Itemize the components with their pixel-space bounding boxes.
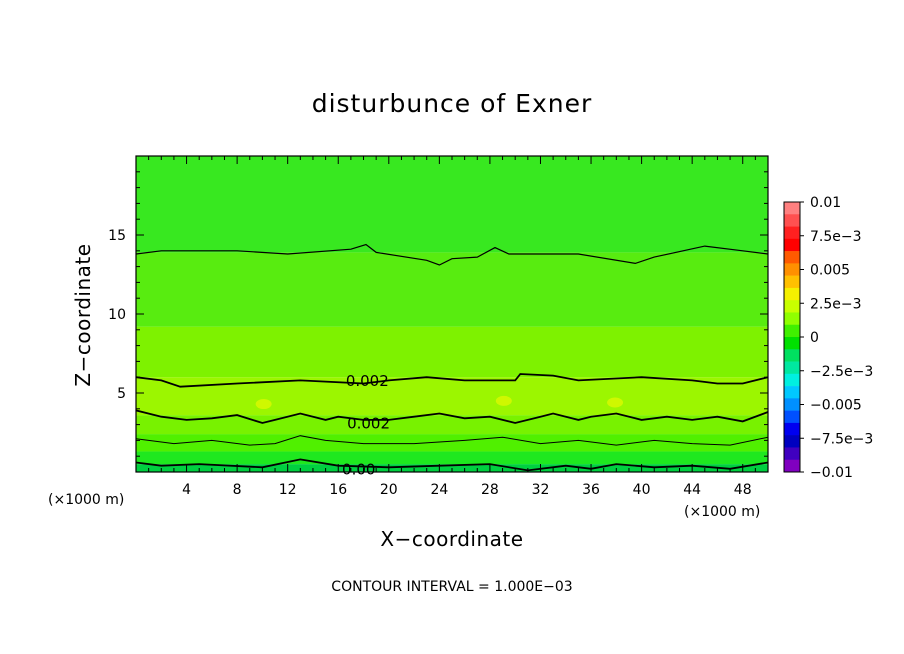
- colorbar-swatch: [784, 226, 800, 240]
- x-tick-label: 44: [683, 482, 701, 498]
- colorbar: [783, 201, 801, 473]
- contour-interval-note: CONTOUR INTERVAL = 1.000E−03: [331, 579, 572, 595]
- band-4: [136, 377, 768, 416]
- x-tick-label: 32: [532, 482, 550, 498]
- contour-z35: [136, 409, 768, 424]
- x-tick-label: 40: [633, 482, 651, 498]
- bright-spot-0: [255, 399, 272, 410]
- colorbar-label: 0.005: [810, 263, 850, 279]
- y-axis-title: Z−coordinate: [71, 243, 95, 386]
- y-tick-label: 15: [108, 228, 126, 244]
- x-tick-label: 48: [734, 482, 752, 498]
- plot-area: 0.002 0.002 0.00: [135, 155, 769, 478]
- colorbar-swatch: [784, 373, 800, 387]
- colorbar-label: −0.005: [810, 398, 862, 414]
- colorbar-swatch: [784, 202, 800, 215]
- colorbar-swatch: [784, 300, 800, 313]
- band-7: [136, 156, 768, 253]
- x-tick-label: 8: [233, 482, 242, 498]
- x-tick-label: 4: [182, 482, 191, 498]
- colorbar-label: 2.5e−3: [810, 296, 862, 312]
- x-tick-label: 36: [582, 482, 600, 498]
- colorbar-swatch: [784, 435, 800, 448]
- band-1: [136, 451, 768, 465]
- colorbar-swatch: [784, 447, 800, 461]
- colorbar-swatch: [784, 361, 800, 375]
- color-bands: [136, 156, 768, 472]
- colorbar-labels: 0.01 7.5e−3 0.005 2.5e−3 0 −2.5e−3 −0.005 −7.5e…: [800, 195, 873, 481]
- bright-spots: [255, 395, 624, 410]
- colorbar-label: 0: [810, 330, 819, 346]
- colorbar-swatch: [784, 410, 800, 424]
- band-5: [136, 326, 768, 378]
- contour-z6: [136, 373, 768, 388]
- contour-label-2: 0.00: [342, 460, 375, 478]
- y-axis-ticks: 5 10 15: [108, 155, 768, 473]
- colorbar-label: −7.5e−3: [810, 431, 873, 447]
- band-6: [136, 252, 768, 327]
- x-tick-label: 16: [329, 482, 347, 498]
- x-tick-label: 20: [380, 482, 398, 498]
- colorbar-swatch: [784, 275, 800, 289]
- colorbar-label: −2.5e−3: [810, 364, 873, 380]
- x-unit-label-right: (×1000 m): [684, 504, 760, 520]
- contour-z14: [136, 243, 768, 266]
- x-axis-ticks: 4 8 12 16 20 24 28 32 36 40 44 48: [135, 156, 769, 498]
- band-3: [136, 415, 768, 435]
- contour-label-1: 0.002: [347, 415, 390, 433]
- x-unit-label-left: (×1000 m): [48, 492, 124, 508]
- colorbar-swatch: [784, 263, 800, 276]
- bright-spot-2: [607, 397, 624, 408]
- colorbar-label: 0.01: [810, 195, 841, 211]
- colorbar-label: 7.5e−3: [810, 229, 862, 245]
- colorbar-swatch: [784, 312, 800, 326]
- colorbar-swatch: [784, 422, 800, 436]
- contour-labels: 0.002 0.002 0.00: [342, 372, 390, 478]
- x-axis-title: X−coordinate: [380, 527, 523, 551]
- x-tick-label: 24: [430, 482, 448, 498]
- x-tick-label: 28: [481, 482, 499, 498]
- contour-label-0: 0.002: [346, 372, 389, 390]
- colorbar-swatch: [784, 398, 800, 411]
- colorbar-swatch: [784, 349, 800, 362]
- y-tick-label: 5: [117, 386, 126, 402]
- band-2: [136, 434, 768, 452]
- y-tick-label: 10: [108, 307, 126, 323]
- colorbar-swatch: [784, 214, 800, 227]
- chart-title: disturbunce of Exner: [312, 89, 593, 118]
- colorbar-swatch: [784, 287, 800, 301]
- colorbar-label: −0.01: [810, 465, 853, 481]
- contour-z2: [136, 435, 768, 446]
- bright-spot-1: [495, 395, 512, 406]
- x-tick-label: 12: [279, 482, 297, 498]
- colorbar-swatch: [784, 324, 800, 338]
- colorbar-swatch: [784, 337, 800, 350]
- colorbar-swatch: [784, 251, 800, 264]
- colorbar-swatch: [784, 386, 800, 399]
- colorbar-swatch: [784, 238, 800, 252]
- colorbar-swatch: [784, 459, 800, 473]
